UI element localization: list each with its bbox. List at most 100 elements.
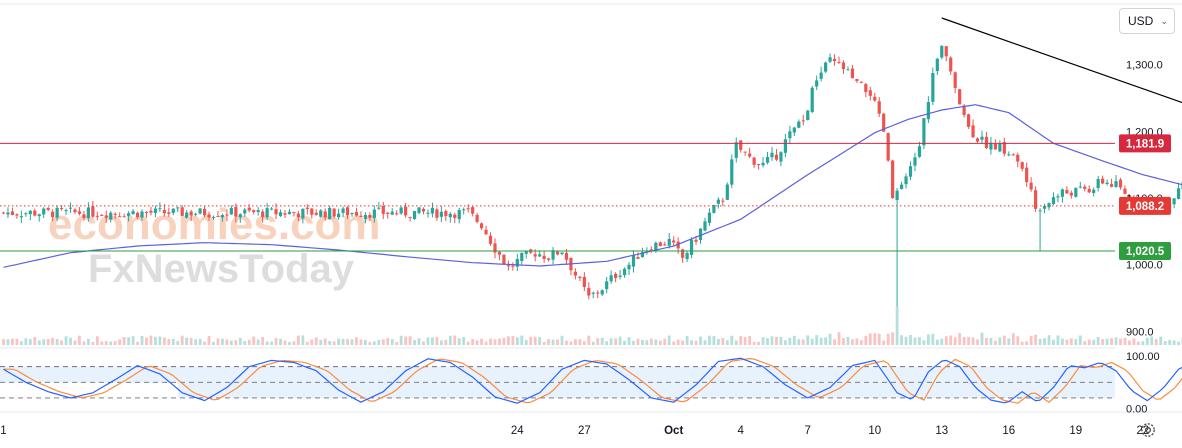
candle	[6, 207, 10, 218]
candle-body	[654, 242, 658, 252]
candle-body	[1078, 186, 1082, 188]
candle	[412, 210, 417, 221]
volume-bar	[377, 340, 381, 345]
candle	[824, 61, 828, 74]
candle-body	[721, 200, 725, 202]
candle	[1101, 175, 1105, 185]
candle-body	[390, 211, 394, 215]
volume-bar	[221, 338, 224, 345]
candle-body	[899, 184, 904, 189]
volume-bar	[493, 339, 497, 345]
volume-bar	[234, 340, 238, 345]
candle	[810, 85, 814, 114]
volume-bar	[873, 333, 877, 345]
volume-bar	[846, 336, 850, 345]
candle-body	[82, 214, 86, 218]
candle	[113, 212, 117, 219]
candle	[359, 211, 363, 218]
candle-body	[395, 213, 399, 215]
candle-body	[135, 212, 140, 218]
candle-body	[1025, 167, 1029, 183]
candle-body	[837, 62, 841, 64]
candle-body	[109, 212, 113, 220]
volume-bar	[6, 339, 10, 345]
candle	[1056, 193, 1060, 203]
candle	[993, 139, 997, 150]
candle-body	[354, 211, 359, 216]
candle	[1025, 162, 1029, 187]
candle	[24, 212, 28, 217]
candle-body	[247, 207, 251, 211]
candle	[207, 211, 211, 221]
candle-body	[265, 208, 269, 218]
candle	[774, 149, 779, 162]
candle	[605, 276, 609, 294]
candle-body	[37, 214, 41, 217]
candle-body	[462, 209, 466, 211]
candle	[904, 173, 908, 189]
candle	[631, 250, 636, 273]
candle	[542, 250, 546, 263]
gear-icon[interactable]	[1137, 419, 1159, 441]
candle-body	[484, 229, 488, 235]
candle-body	[430, 207, 435, 214]
candle-body	[596, 292, 600, 294]
volume-bar	[359, 339, 363, 345]
candle-body	[144, 211, 149, 213]
candle-body	[332, 208, 336, 217]
volume-bar	[962, 336, 966, 345]
candle-body	[6, 212, 10, 215]
volume-bar	[922, 340, 926, 345]
x-tick-label: 19	[1069, 425, 1082, 437]
volume-bar	[95, 336, 99, 345]
candle-body	[756, 164, 761, 166]
volume-bar	[381, 339, 385, 345]
volume-bar	[73, 340, 77, 345]
volume-bar	[985, 337, 988, 345]
volume-bar	[453, 335, 457, 345]
volume-bar	[386, 338, 390, 345]
volume-bar	[569, 341, 573, 345]
candle-body	[591, 292, 595, 294]
candle-body	[444, 211, 448, 217]
candle	[877, 97, 881, 118]
volume-bar	[19, 341, 23, 345]
candle-body	[292, 211, 296, 213]
volume-bar	[1029, 335, 1033, 345]
volume-bar	[855, 338, 859, 345]
candle-body	[368, 214, 372, 218]
volume-bar	[891, 332, 895, 345]
volume-bar	[1043, 338, 1046, 345]
candle-body	[542, 255, 546, 259]
candle	[122, 213, 126, 218]
volume-bar	[971, 337, 975, 345]
candle	[609, 270, 613, 284]
candle	[752, 156, 756, 168]
volume-bar	[1128, 340, 1131, 345]
volume-bar	[591, 341, 595, 345]
candle-body	[1029, 182, 1033, 190]
volume-bar	[247, 339, 251, 345]
volume-bar	[431, 337, 434, 345]
volume-bar	[145, 337, 148, 345]
candle	[64, 208, 68, 216]
candle	[748, 147, 752, 158]
x-tick-label: 24	[511, 425, 524, 437]
candle	[453, 212, 457, 223]
candle	[127, 211, 131, 222]
volume-bar	[104, 341, 108, 345]
candle-body	[341, 208, 345, 213]
candle	[1109, 178, 1114, 188]
currency-selector[interactable]: USD ⌄	[1119, 8, 1175, 34]
candle-body	[618, 275, 622, 277]
x-tick-label: 1	[0, 425, 6, 437]
volume-bar	[46, 339, 50, 345]
x-tick-label: 10	[868, 425, 881, 437]
candle	[261, 209, 265, 223]
candle	[158, 202, 162, 213]
x-tick-label: 7	[805, 425, 811, 437]
candle	[949, 56, 953, 75]
candle-body	[323, 211, 327, 218]
candle	[118, 212, 122, 218]
